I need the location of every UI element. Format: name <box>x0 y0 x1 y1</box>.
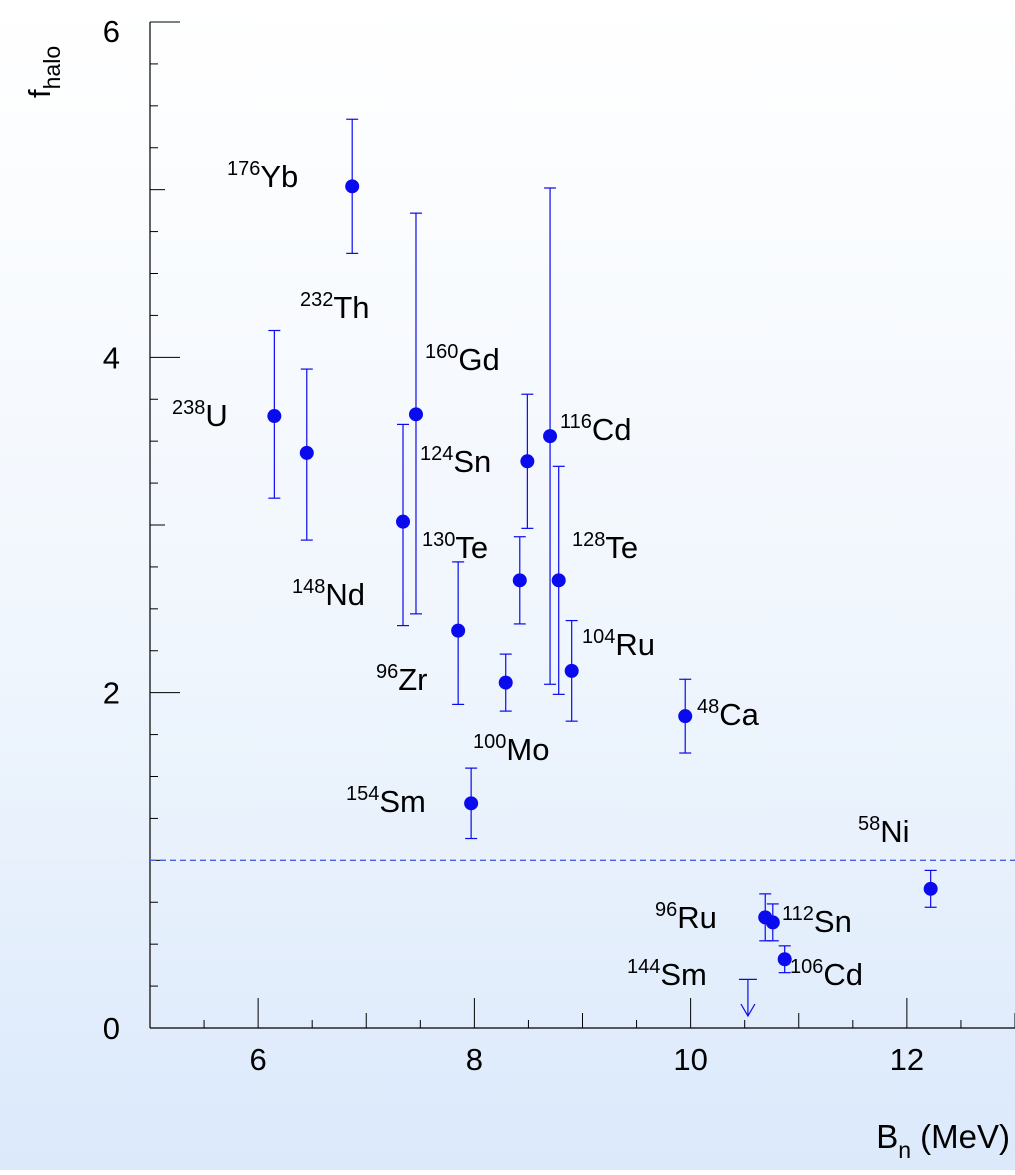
mass-number: 154 <box>346 783 379 805</box>
x-axis-title-sub: n <box>898 1137 911 1163</box>
axis-titles: fhalo Bn (MeV) <box>22 46 1010 1163</box>
element-symbol: Th <box>333 290 369 325</box>
mass-number: 58 <box>858 813 880 835</box>
element-symbol: Ca <box>719 697 759 732</box>
x-axis-title-main: B <box>876 1118 898 1155</box>
data-point <box>923 881 938 896</box>
mass-number: 232 <box>300 289 333 311</box>
point-label: 112Sn <box>782 903 852 939</box>
point-label: 176Yb <box>227 158 298 194</box>
element-symbol: Sn <box>814 904 852 939</box>
data-point <box>267 409 282 424</box>
mass-number: 96 <box>376 661 398 683</box>
data-point <box>345 179 360 194</box>
data-point <box>678 709 693 724</box>
element-symbol: Ru <box>615 627 655 662</box>
element-symbol: Sm <box>660 957 707 992</box>
element-symbol: Ru <box>677 900 717 935</box>
mass-number: 96 <box>655 899 677 921</box>
point-label: 130Te <box>422 529 488 565</box>
y-tick-label: 4 <box>103 340 120 375</box>
point-label: 104Ru <box>582 626 655 662</box>
point-label: 58Ni <box>858 813 910 849</box>
point-label: 48Ca <box>697 696 760 732</box>
element-symbol: U <box>205 398 227 433</box>
mass-number: 124 <box>420 443 453 465</box>
mass-number: 130 <box>422 529 455 551</box>
y-tick-label: 6 <box>103 14 120 49</box>
point-label: 96Zr <box>376 661 428 697</box>
data-point <box>396 514 411 529</box>
data-point <box>551 573 566 588</box>
element-symbol: Cd <box>823 957 863 992</box>
mass-number: 128 <box>572 529 605 551</box>
mass-number: 176 <box>227 158 260 180</box>
data-point <box>543 429 558 444</box>
x-tick-label: 12 <box>890 1042 924 1077</box>
data-point <box>299 445 314 460</box>
mass-number: 106 <box>790 956 823 978</box>
point-label: 238U <box>172 397 228 433</box>
data-point <box>512 573 527 588</box>
data-markers <box>267 179 938 967</box>
mass-number: 104 <box>582 626 615 648</box>
element-symbol: Gd <box>458 342 499 377</box>
point-label: 106Cd <box>790 956 863 992</box>
mass-number: 48 <box>697 696 719 718</box>
y-tick-label: 0 <box>103 1011 120 1046</box>
y-tick-label: 2 <box>103 676 120 711</box>
mass-number: 144 <box>627 956 660 978</box>
data-point <box>451 623 466 638</box>
point-label: 128Te <box>572 529 638 565</box>
mass-number: 112 <box>782 903 814 925</box>
data-point <box>408 407 423 422</box>
y-axis-title-main: f <box>22 89 57 98</box>
x-tick-label: 10 <box>673 1042 707 1077</box>
point-label: 160Gd <box>425 341 500 377</box>
element-symbol: Te <box>455 530 488 565</box>
point-labels: 176Yb238U232Th160Gd148Nd96Zr154Sm124Sn13… <box>172 158 910 992</box>
mass-number: 160 <box>425 341 458 363</box>
error-bars <box>268 118 937 1018</box>
point-label: 148Nd <box>292 576 365 612</box>
point-label: 116Cd <box>560 411 632 447</box>
element-symbol: Te <box>605 530 638 565</box>
point-label: 96Ru <box>655 899 717 935</box>
element-symbol: Mo <box>506 732 549 767</box>
element-symbol: Cd <box>592 412 632 447</box>
element-symbol: Ni <box>880 814 909 849</box>
point-label: 154Sm <box>346 783 426 819</box>
x-axis-title: Bn (MeV) <box>876 1118 1010 1163</box>
element-symbol: Zr <box>398 662 427 697</box>
point-label: 232Th <box>300 289 370 325</box>
data-point <box>498 675 513 690</box>
mass-number: 100 <box>473 731 506 753</box>
y-axis-title: fhalo <box>22 46 65 98</box>
element-symbol: Sn <box>453 444 491 479</box>
element-symbol: Nd <box>325 577 365 612</box>
mass-number: 148 <box>292 576 325 598</box>
data-point <box>564 663 579 678</box>
x-axis-title-unit: (MeV) <box>911 1118 1010 1155</box>
x-tick-label: 8 <box>466 1042 483 1077</box>
mass-number: 116 <box>560 411 592 433</box>
data-point <box>765 915 780 930</box>
axes: 6 8 10 12 0 2 4 6 <box>103 14 1015 1077</box>
y-axis-title-sub: halo <box>39 46 65 89</box>
data-point <box>777 952 792 967</box>
mass-number: 238 <box>172 397 205 419</box>
data-point <box>464 796 479 811</box>
data-point <box>520 454 535 469</box>
point-label: 100Mo <box>473 731 549 767</box>
x-tick-label: 6 <box>250 1042 267 1077</box>
upper-limit-arrow <box>740 1003 756 1018</box>
upper-limit-label: 144Sm <box>627 956 707 992</box>
point-label: 124Sn <box>420 443 491 479</box>
element-symbol: Sm <box>379 784 426 819</box>
element-symbol: Yb <box>260 159 298 194</box>
